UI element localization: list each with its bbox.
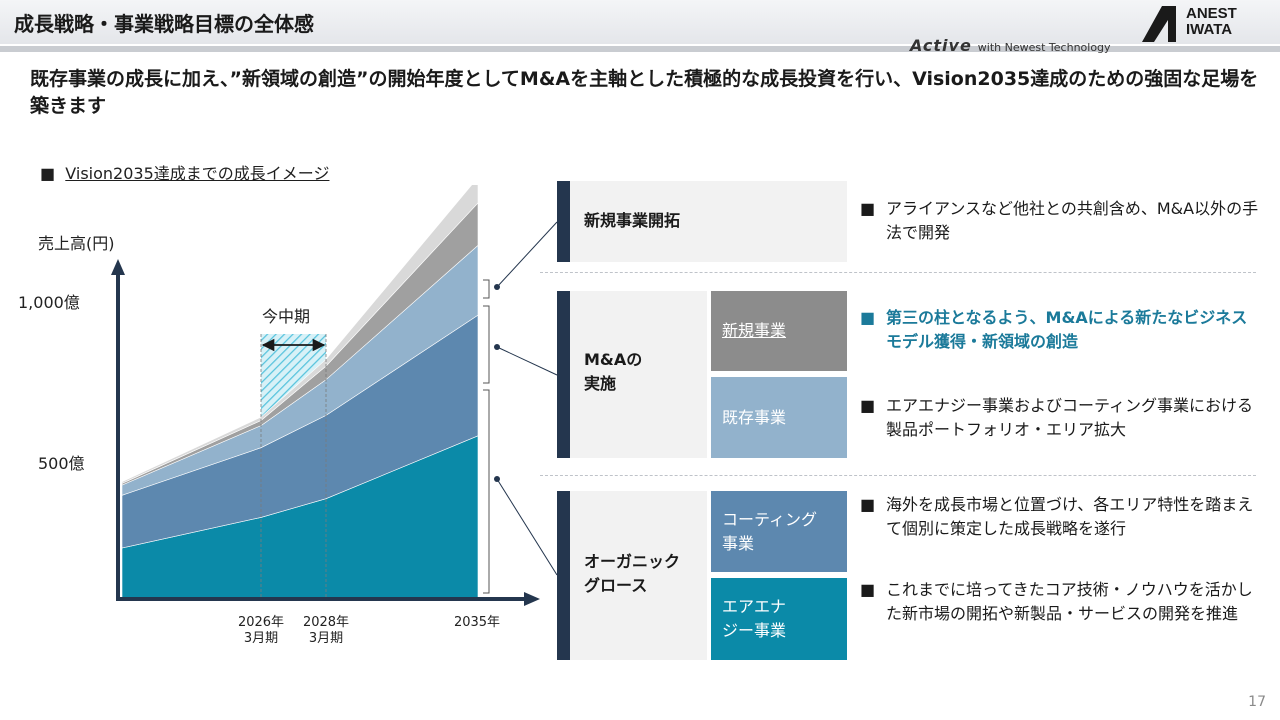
bullet-text: アライアンスなど他社との共創含め、M&A以外の手法で開発 xyxy=(886,199,1259,242)
y-tick-500: 500億 xyxy=(38,454,85,473)
sub-new-business-label: 新規事業 xyxy=(722,321,787,340)
company-logo-text: ANEST IWATA xyxy=(1186,6,1237,38)
tagline-brand: Active xyxy=(910,36,972,55)
sub-coating: コーティング 事業 xyxy=(711,491,847,572)
x-tick-2026-period: 3月期 xyxy=(243,631,279,646)
square-bullet-icon: ■ xyxy=(40,164,56,183)
connector-new-development xyxy=(496,221,558,288)
sub-existing-business-label: 既存事業 xyxy=(722,407,787,427)
bullet-text: これまでに培ってきたコア技術・ノウハウを活かした新市場の開拓や新製品・サービスの… xyxy=(886,580,1253,623)
group-new-development xyxy=(557,181,847,262)
growth-chart: 売上高(円) 1,000億 500億 今中期 2026年 3月期 2028年 3… xyxy=(0,185,540,660)
connector-dot-1 xyxy=(494,284,500,290)
area-series-4 xyxy=(121,185,479,484)
square-bullet-icon: ■ xyxy=(860,495,876,514)
sub-coating-label: コーティング 事業 xyxy=(722,509,818,553)
square-bullet-icon: ■ xyxy=(860,308,876,327)
page-title: 成長戦略・事業戦略目標の全体感 xyxy=(14,12,314,36)
bracket-new-development xyxy=(483,279,490,299)
bullet-new-development-1: ■ アライアンスなど他社との共創含め、M&A以外の手法で開発 xyxy=(860,197,1260,245)
group-organic xyxy=(557,491,707,660)
chart-section-title-text: Vision2035達成までの成長イメージ xyxy=(65,164,330,183)
group-ma-title: M&Aの 実施 xyxy=(584,350,643,393)
connector-dot-2 xyxy=(494,344,500,350)
bullet-ma-1: ■ 第三の柱となるよう、M&Aによる新たなビジネスモデル獲得・新領域の創造 xyxy=(860,306,1260,354)
divider-2 xyxy=(540,475,1256,476)
connector-dot-3 xyxy=(494,476,500,482)
header-rule xyxy=(0,46,1280,52)
logo-line2: IWATA xyxy=(1186,21,1233,38)
group-ma-bar xyxy=(557,291,570,458)
divider-1 xyxy=(540,272,1256,273)
bracket-ma xyxy=(483,305,490,384)
x-tick-2028-period: 3月期 xyxy=(308,631,344,646)
lead-message: 既存事業の成長に加え、”新領域の創造”の開始年度としてM&Aを主軸とした積極的な… xyxy=(30,68,1259,117)
square-bullet-icon: ■ xyxy=(860,199,876,218)
sub-air-energy: エアエナ ジー事業 xyxy=(711,578,847,660)
group-organic-bar xyxy=(557,491,570,660)
sub-existing-business: 既存事業 xyxy=(711,377,847,458)
sub-new-business: 新規事業 xyxy=(711,291,847,371)
x-tick-2035-year: 2035年 xyxy=(453,615,501,630)
bullet-text: 第三の柱となるよう、M&Aによる新たなビジネスモデル獲得・新領域の創造 xyxy=(886,308,1248,351)
x-tick-2026-year: 2026年 xyxy=(237,615,285,630)
group-ma xyxy=(557,291,707,458)
connector-ma xyxy=(496,346,558,376)
anest-iwata-logo-icon xyxy=(1142,6,1176,42)
header-bar xyxy=(0,0,1280,44)
group-new-development-bar xyxy=(557,181,570,262)
group-new-development-title: 新規事業開拓 xyxy=(584,211,681,230)
tagline: Active with Newest Technology xyxy=(910,36,1111,55)
square-bullet-icon: ■ xyxy=(860,396,876,415)
x-tick-2035: 2035年 xyxy=(445,615,509,631)
tagline-text: with Newest Technology xyxy=(977,41,1111,54)
x-axis-arrow-icon xyxy=(524,592,540,606)
period-label: 今中期 xyxy=(262,307,311,326)
chart-section-title: ■ Vision2035達成までの成長イメージ xyxy=(40,160,329,184)
x-tick-2028: 2028年 3月期 xyxy=(294,615,358,647)
page-number: 17 xyxy=(1248,694,1266,710)
bracket-organic xyxy=(483,389,490,594)
bullet-organic-2: ■ これまでに培ってきたコア技術・ノウハウを活かした新市場の開拓や新製品・サービ… xyxy=(860,578,1260,626)
logo-line1: ANEST xyxy=(1186,5,1237,22)
sub-air-energy-label: エアエナ ジー事業 xyxy=(722,597,787,640)
x-tick-2026: 2026年 3月期 xyxy=(229,615,293,647)
group-organic-title: オーガニック グロース xyxy=(584,552,681,595)
growth-chart-svg xyxy=(111,185,540,606)
square-bullet-icon: ■ xyxy=(860,580,876,599)
y-tick-1000: 1,000億 xyxy=(18,293,80,312)
connector-organic xyxy=(496,478,558,576)
bullet-ma-2: ■ エアエナジー事業およびコーティング事業における製品ポートフォリオ・エリア拡大 xyxy=(860,394,1260,442)
y-axis-label: 売上高(円) xyxy=(38,234,115,253)
x-tick-2028-year: 2028年 xyxy=(302,615,350,630)
y-axis-arrow-icon xyxy=(111,259,125,275)
bullet-organic-1: ■ 海外を成長市場と位置づけ、各エリア特性を踏まえて個別に策定した成長戦略を遂行 xyxy=(860,493,1260,541)
bullet-text: エアエナジー事業およびコーティング事業における製品ポートフォリオ・エリア拡大 xyxy=(886,396,1254,439)
bullet-text: 海外を成長市場と位置づけ、各エリア特性を踏まえて個別に策定した成長戦略を遂行 xyxy=(886,495,1254,538)
